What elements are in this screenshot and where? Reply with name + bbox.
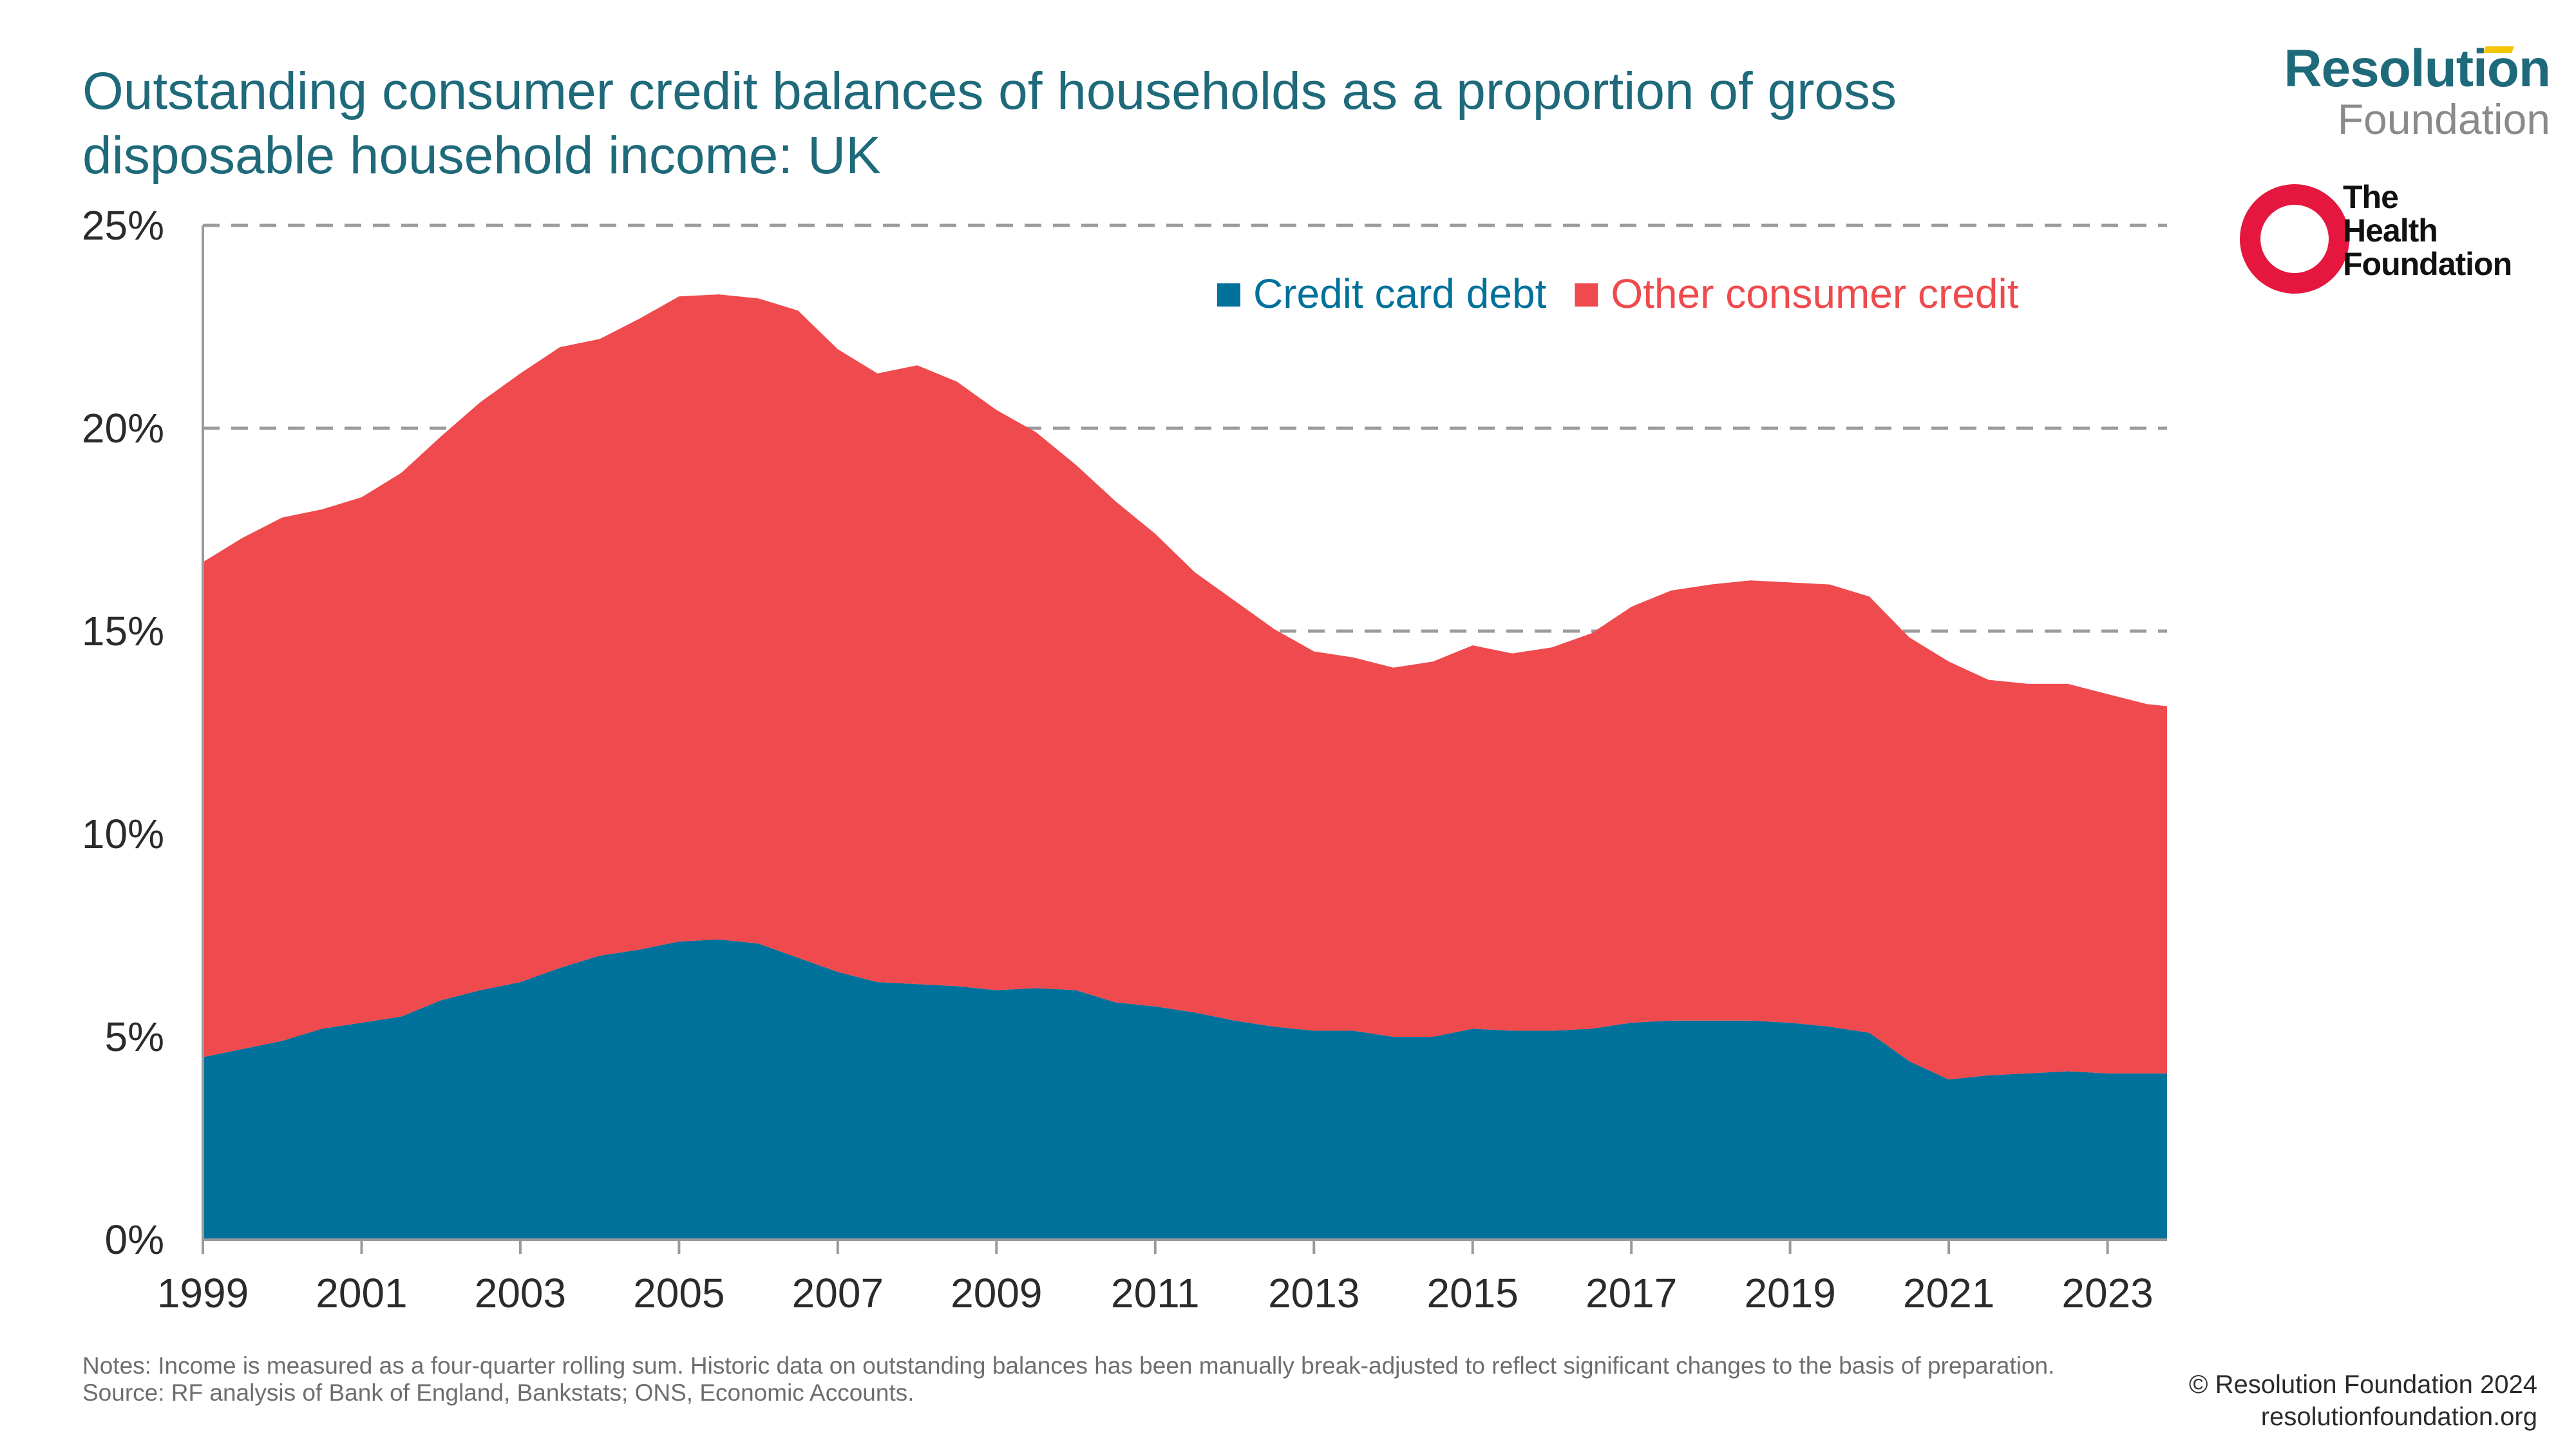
x-tick-label: 2003 <box>475 1270 566 1316</box>
y-tick-label: 5% <box>105 1014 165 1060</box>
y-tick-label: 15% <box>82 608 164 654</box>
chart-notes: Notes: Income is measured as a four-quar… <box>82 1352 2130 1406</box>
x-tick-label: 2001 <box>316 1270 407 1316</box>
health-logo-line-2: Health <box>2343 213 2438 249</box>
resolution-logo-wordmark: Resolution <box>2228 41 2551 97</box>
x-tick-label: 2005 <box>633 1270 724 1316</box>
x-tick-label: 2009 <box>951 1270 1042 1316</box>
resolution-foundation-logo: Resolution Foundation <box>2228 41 2551 143</box>
x-tick-label: 2023 <box>2061 1270 2153 1316</box>
legend: Credit card debt Other consumer credit <box>1217 270 2019 317</box>
axes: 0% 5% 10% 15% 20% 25% 1999 2001 2003 2005 2007 2009… <box>82 202 2167 1316</box>
copyright-text: © Resolution Foundation 2024 <box>2189 1370 2537 1399</box>
health-logo-line-1: The <box>2343 179 2399 215</box>
health-foundation-logo: The Health Foundation <box>2240 180 2543 294</box>
y-tick-label: 20% <box>82 405 164 451</box>
x-tick-label: 2019 <box>1744 1270 1835 1316</box>
foundation-logo-text: Foundation <box>2337 95 2550 143</box>
legend-swatch <box>1217 283 1240 307</box>
x-tick-label: 2015 <box>1427 1270 1519 1316</box>
source-text: Source: RF analysis of Bank of England, … <box>82 1379 914 1406</box>
health-foundation-wordmark: The Health Foundation <box>2343 180 2512 281</box>
x-tick-label: 2007 <box>792 1270 884 1316</box>
legend-swatch <box>1575 283 1598 307</box>
series-area-credit-card-debt <box>203 939 2167 1240</box>
legend-label: Other consumer credit <box>1611 270 2018 317</box>
x-tick-label: 2017 <box>1586 1270 1677 1316</box>
series-area-other-consumer-credit <box>203 294 2167 1080</box>
x-tick-label: 1999 <box>157 1270 249 1316</box>
area-series <box>203 294 2167 1240</box>
health-logo-line-3: Foundation <box>2343 246 2512 282</box>
x-tick-label: 2021 <box>1903 1270 1994 1316</box>
copyright-block: © Resolution Foundation 2024 resolutionf… <box>2087 1368 2537 1433</box>
x-tick-label: 2013 <box>1268 1270 1359 1316</box>
y-tick-label: 25% <box>82 202 164 249</box>
y-tick-label: 0% <box>105 1217 165 1263</box>
legend-label: Credit card debt <box>1253 270 1547 317</box>
notes-text: Notes: Income is measured as a four-quar… <box>82 1352 2055 1379</box>
chart-title: Outstanding consumer credit balances of … <box>82 62 1897 185</box>
website-link[interactable]: resolutionfoundation.org <box>2260 1403 2537 1431</box>
x-tick-label: 2011 <box>1111 1270 1200 1316</box>
y-tick-label: 10% <box>82 811 164 857</box>
